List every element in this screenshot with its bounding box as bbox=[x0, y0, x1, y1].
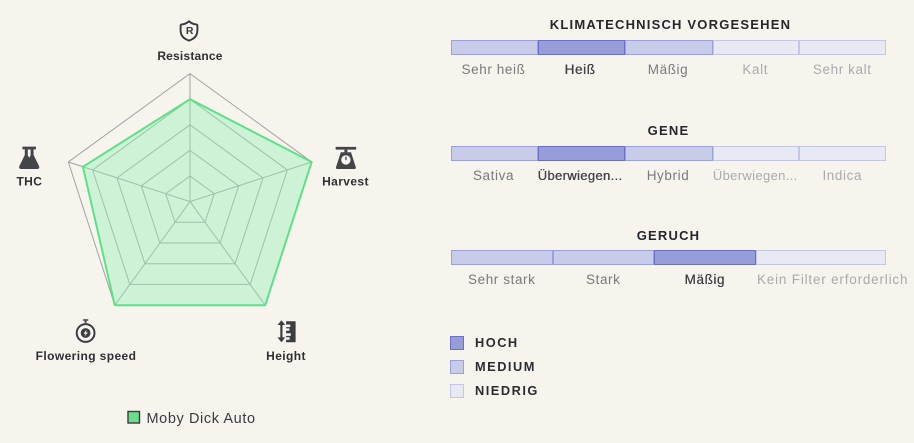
svg-text:Moby Dick Auto: Moby Dick Auto bbox=[147, 411, 256, 427]
svg-text:THC: THC bbox=[16, 175, 42, 189]
svg-text:Height: Height bbox=[266, 349, 306, 363]
svg-text:Flowering speed: Flowering speed bbox=[36, 349, 137, 363]
svg-text:Resistance: Resistance bbox=[157, 49, 222, 63]
svg-text:R: R bbox=[186, 25, 194, 37]
svg-text:Harvest: Harvest bbox=[322, 175, 369, 189]
